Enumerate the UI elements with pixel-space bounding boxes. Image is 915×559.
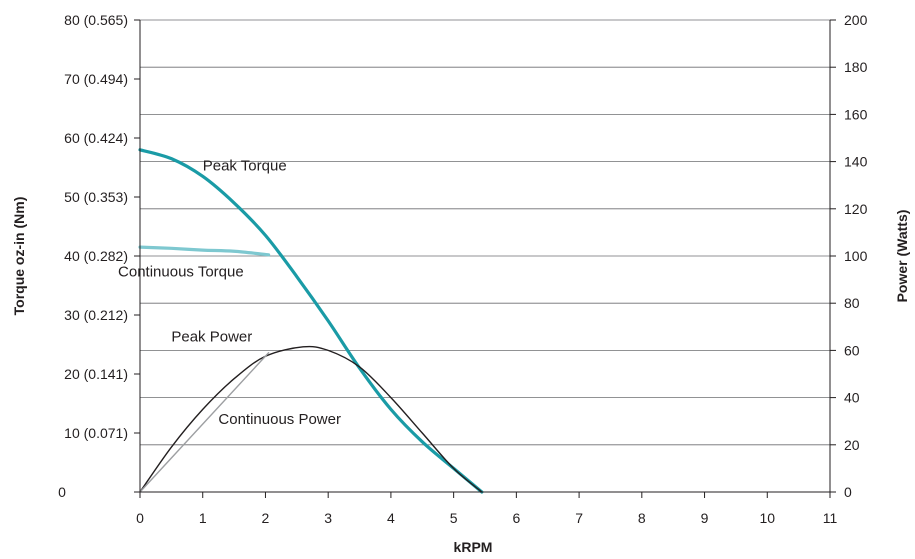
x-axis-title: kRPM [454,539,493,555]
y-left-tick-label: 30 (0.212) [64,307,128,323]
series-lines [138,148,484,494]
x-tick-label: 3 [324,510,332,526]
x-tick-label: 1 [199,510,207,526]
x-tick-label: 11 [823,510,838,526]
y-left-tick-label: 70 (0.494) [64,71,128,87]
y-right-tick-label: 20 [844,437,860,453]
x-tick-label: 9 [701,510,709,526]
x-tick-label: 10 [759,510,775,526]
y-right-tick-label: 160 [844,106,868,122]
y-right-tick-label: 140 [844,154,868,170]
y-left-tick-label: 50 (0.353) [64,189,128,205]
y-axis-right-title: Power (Watts) [894,210,910,303]
y-left-tick-label: 10 (0.071) [64,425,128,441]
y-right-tick-label: 0 [844,484,852,500]
y-left-tick-label: 60 (0.424) [64,130,128,146]
x-tick-label: 4 [387,510,395,526]
x-tick-label: 6 [512,510,520,526]
y-right-tick-label: 120 [844,201,868,217]
y-left-tick-label: 20 (0.141) [64,366,128,382]
y-left-tick-label: 0 [58,484,66,500]
y-left-tick-label: 40 (0.282) [64,248,128,264]
continuous-power-line [139,352,270,493]
continuous-torque-line [138,245,271,257]
y-right-tick-label: 200 [844,12,868,28]
peak-torque-line [138,148,484,494]
y-right-tick-label: 80 [844,295,860,311]
series-label: Peak Torque [203,157,287,174]
y-left-tick-label: 80 (0.565) [64,12,128,28]
gridlines [140,19,830,446]
tick-labels: 0 10 (0.071) 20 (0.141) 30 (0.212) 40 (0.282… [58,12,867,526]
y-axis-left-title: Torque oz-in (Nm) [11,197,27,316]
peak-power-line [139,345,483,493]
x-tick-label: 5 [450,510,458,526]
annotations: Peak Torque Continuous Torque Peak Power Co… [118,157,341,428]
x-tick-label: 0 [136,510,144,526]
y-right-tick-label: 180 [844,59,868,75]
x-tick-label: 7 [575,510,583,526]
x-tick-label: 8 [638,510,646,526]
y-right-tick-label: 100 [844,248,868,264]
series-label: Continuous Torque [118,264,244,281]
series-label: Continuous Power [218,411,341,428]
axes [134,19,836,498]
y-right-tick-label: 60 [844,342,860,358]
x-tick-label: 2 [262,510,270,526]
series-label: Peak Power [171,329,252,346]
y-right-tick-label: 40 [844,390,860,406]
